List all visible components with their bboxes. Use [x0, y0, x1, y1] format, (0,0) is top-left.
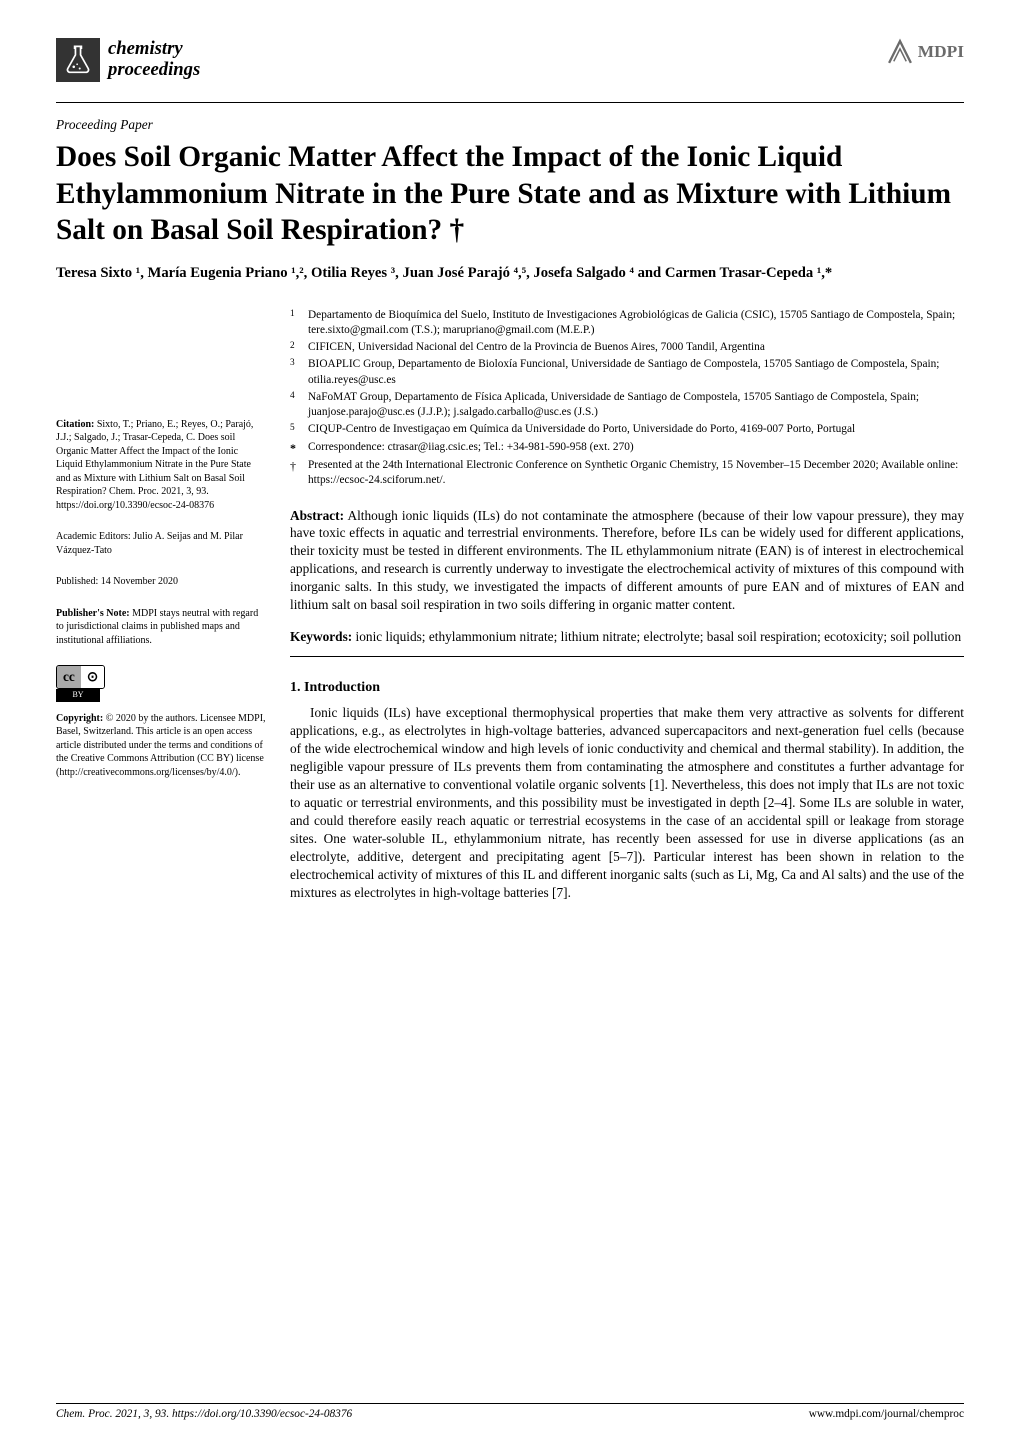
affiliation-item: 5 CIQUP-Centro de Investigaçao em Química… [290, 422, 964, 437]
affiliation-item: 4 NaFoMAT Group, Departamento de Física A… [290, 390, 964, 421]
cc-right: ⊙ [81, 666, 104, 688]
affil-marker: 4 [290, 390, 300, 421]
citation-label: Citation: [56, 419, 94, 430]
affil-marker: 1 [290, 308, 300, 339]
section-heading-1: 1. Introduction [290, 679, 964, 698]
affiliation-item: 1 Departamento de Bioquímica del Suelo, I… [290, 308, 964, 339]
published-label: Published: [56, 576, 101, 587]
affil-text: NaFoMAT Group, Departamento de Física Ap… [308, 390, 964, 421]
affiliations-list: 1 Departamento de Bioquímica del Suelo, I… [290, 308, 964, 489]
footer-left: Chem. Proc. 2021, 3, 93. https://doi.org… [56, 1408, 352, 1420]
affiliation-item: 3 BIOAPLIC Group, Departamento de Bioloxí… [290, 357, 964, 388]
affil-text: Correspondence: ctrasar@iiag.csic.es; Te… [308, 440, 634, 456]
citation-text: Sixto, T.; Priano, E.; Reyes, O.; Parajó… [56, 419, 253, 511]
journal-logo: chemistry proceedings [56, 38, 200, 82]
journal-name-line1: chemistry [108, 38, 183, 59]
cc-badge-row: cc ⊙ [56, 665, 266, 689]
editors-block: Academic Editors: Julio A. Seijas and M.… [56, 530, 266, 557]
abstract-label: Abstract: [290, 508, 344, 523]
page-footer: Chem. Proc. 2021, 3, 93. https://doi.org… [56, 1403, 964, 1420]
by-label: BY [56, 689, 100, 702]
affil-text: Departamento de Bioquímica del Suelo, In… [308, 308, 964, 339]
affil-marker: 3 [290, 357, 300, 388]
affil-text: Presented at the 24th International Elec… [308, 458, 964, 489]
affiliation-item: † Presented at the 24th International Ele… [290, 458, 964, 489]
mdpi-logo: MDPI [886, 38, 964, 66]
affil-text: BIOAPLIC Group, Departamento de Bioloxía… [308, 357, 964, 388]
published-block: Published: 14 November 2020 [56, 575, 266, 589]
editors-label: Academic Editors: [56, 531, 133, 542]
footer-right: www.mdpi.com/journal/chemproc [809, 1408, 964, 1420]
affil-marker: * [290, 440, 300, 456]
journal-name: chemistry proceedings [108, 39, 200, 80]
main-column: 1 Departamento de Bioquímica del Suelo, I… [290, 308, 964, 903]
published-text: 14 November 2020 [101, 576, 178, 587]
page-header: chemistry proceedings MDPI [56, 38, 964, 82]
pubnote-label: Publisher's Note: [56, 608, 130, 619]
abstract-text: Although ionic liquids (ILs) do not cont… [290, 508, 964, 613]
affil-text: CIQUP-Centro de Investigaçao em Química … [308, 422, 855, 437]
affiliation-item: 2 CIFICEN, Universidad Nacional del Centr… [290, 340, 964, 355]
main-grid: Citation: Sixto, T.; Priano, E.; Reyes, … [56, 308, 964, 903]
paper-title: Does Soil Organic Matter Affect the Impa… [56, 139, 964, 249]
affiliation-item: * Correspondence: ctrasar@iiag.csic.es; T… [290, 440, 964, 456]
paper-type: Proceeding Paper [56, 117, 964, 133]
abstract-block: Abstract: Although ionic liquids (ILs) d… [290, 507, 964, 615]
affil-marker: † [290, 458, 300, 489]
authors-line: Teresa Sixto ¹, María Eugenia Priano ¹,²… [56, 263, 964, 284]
cc-left: cc [57, 666, 81, 688]
affil-text: CIFICEN, Universidad Nacional del Centro… [308, 340, 765, 355]
intro-paragraph-1: Ionic liquids (ILs) have exceptional the… [290, 704, 964, 902]
keywords-block: Keywords: ionic liquids; ethylammonium n… [290, 628, 964, 646]
keywords-text: ionic liquids; ethylammonium nitrate; li… [352, 629, 961, 644]
keywords-rule [290, 656, 964, 657]
header-rule [56, 102, 964, 103]
sidebar: Citation: Sixto, T.; Priano, E.; Reyes, … [56, 308, 266, 903]
keywords-label: Keywords: [290, 629, 352, 644]
copyright-label: Copyright: [56, 713, 103, 724]
citation-block: Citation: Sixto, T.; Priano, E.; Reyes, … [56, 418, 266, 513]
mdpi-arrow-icon [886, 38, 914, 66]
journal-flask-icon [56, 38, 100, 82]
affil-marker: 5 [290, 422, 300, 437]
mdpi-text: MDPI [918, 42, 964, 62]
journal-name-line2: proceedings [108, 59, 200, 80]
cc-by-icon: cc ⊙ [56, 665, 105, 689]
copyright-block: Copyright: © 2020 by the authors. Licens… [56, 712, 266, 780]
affil-marker: 2 [290, 340, 300, 355]
publisher-note-block: Publisher's Note: MDPI stays neutral wit… [56, 607, 266, 648]
